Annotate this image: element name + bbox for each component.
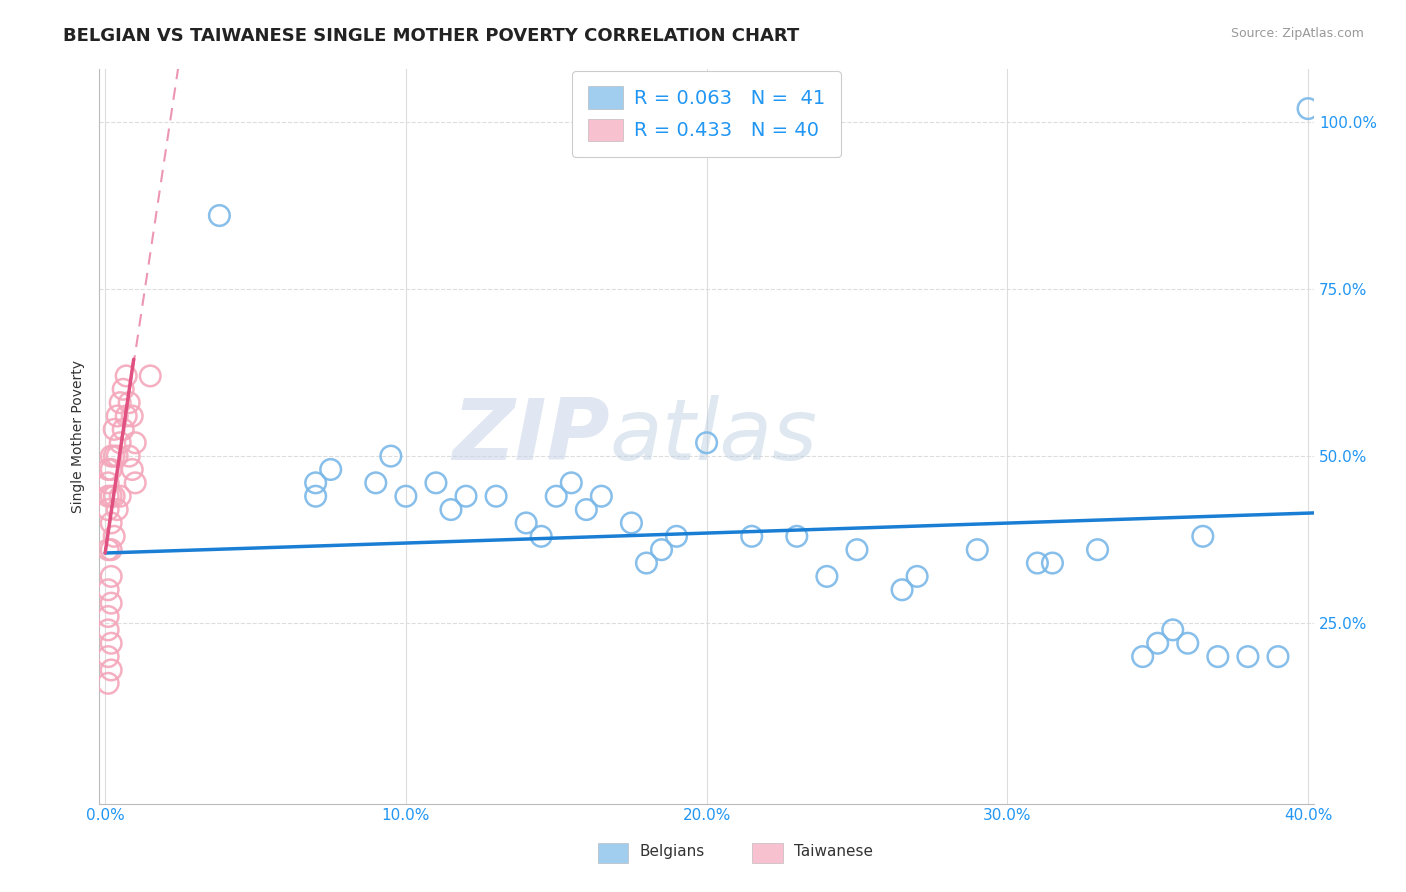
Point [208, 209, 231, 223]
Point [741, 529, 763, 543]
Point [100, 636, 122, 650]
Point [121, 462, 143, 476]
Point [97, 475, 120, 490]
Point [1177, 636, 1199, 650]
Point [97, 582, 120, 597]
Point [425, 475, 447, 490]
Point [105, 502, 128, 516]
Point [115, 368, 138, 383]
Text: ZIP: ZIP [451, 394, 609, 477]
Point [100, 542, 122, 557]
Text: Belgians: Belgians [640, 845, 704, 859]
Point [1146, 636, 1168, 650]
Text: Source: ZipAtlas.com: Source: ZipAtlas.com [1230, 27, 1364, 40]
Point [650, 542, 672, 557]
Point [97, 542, 120, 557]
Point [103, 449, 125, 463]
Point [620, 516, 643, 530]
Point [891, 582, 914, 597]
Point [112, 382, 135, 396]
Point [1026, 556, 1049, 570]
Point [1087, 542, 1109, 557]
Point [440, 502, 463, 516]
Legend: R = 0.063   N =  41, R = 0.433   N = 40: R = 0.063 N = 41, R = 0.433 N = 40 [572, 70, 841, 157]
Point [105, 449, 128, 463]
Point [97, 676, 120, 690]
Point [100, 596, 122, 610]
Point [108, 435, 131, 450]
Point [118, 395, 141, 409]
Point [1161, 623, 1184, 637]
Point [124, 435, 146, 450]
Point [121, 409, 143, 423]
Point [118, 449, 141, 463]
Point [485, 489, 508, 503]
Point [846, 542, 869, 557]
Point [97, 462, 120, 476]
Point [97, 649, 120, 664]
Point [108, 395, 131, 409]
Point [124, 475, 146, 490]
Point [1042, 556, 1064, 570]
Point [380, 449, 402, 463]
Point [319, 462, 342, 476]
Point [139, 368, 162, 383]
Point [966, 542, 988, 557]
Text: atlas: atlas [609, 394, 817, 477]
Point [1206, 649, 1229, 664]
Point [108, 489, 131, 503]
Point [696, 435, 718, 450]
Point [905, 569, 928, 583]
Point [305, 489, 328, 503]
Point [1237, 649, 1260, 664]
Point [97, 502, 120, 516]
Point [115, 409, 138, 423]
Point [1267, 649, 1289, 664]
Point [100, 489, 122, 503]
Point [97, 489, 120, 503]
Y-axis label: Single Mother Poverty: Single Mother Poverty [72, 359, 86, 513]
Point [305, 475, 328, 490]
Point [100, 449, 122, 463]
Point [1296, 102, 1319, 116]
Point [100, 663, 122, 677]
Point [1191, 529, 1213, 543]
Point [560, 475, 582, 490]
Point [103, 489, 125, 503]
Point [97, 623, 120, 637]
Point [454, 489, 477, 503]
Text: BELGIAN VS TAIWANESE SINGLE MOTHER POVERTY CORRELATION CHART: BELGIAN VS TAIWANESE SINGLE MOTHER POVER… [63, 27, 800, 45]
Point [546, 489, 568, 503]
Point [530, 529, 553, 543]
Point [786, 529, 808, 543]
Point [815, 569, 838, 583]
Point [515, 516, 537, 530]
Point [364, 475, 387, 490]
Point [103, 422, 125, 436]
Point [105, 409, 128, 423]
Text: Taiwanese: Taiwanese [794, 845, 873, 859]
Point [97, 609, 120, 624]
Point [100, 569, 122, 583]
Point [395, 489, 418, 503]
Point [665, 529, 688, 543]
Point [100, 516, 122, 530]
Point [103, 529, 125, 543]
Point [591, 489, 613, 503]
Point [112, 422, 135, 436]
Point [100, 462, 122, 476]
Point [636, 556, 658, 570]
Point [575, 502, 598, 516]
Point [1132, 649, 1154, 664]
